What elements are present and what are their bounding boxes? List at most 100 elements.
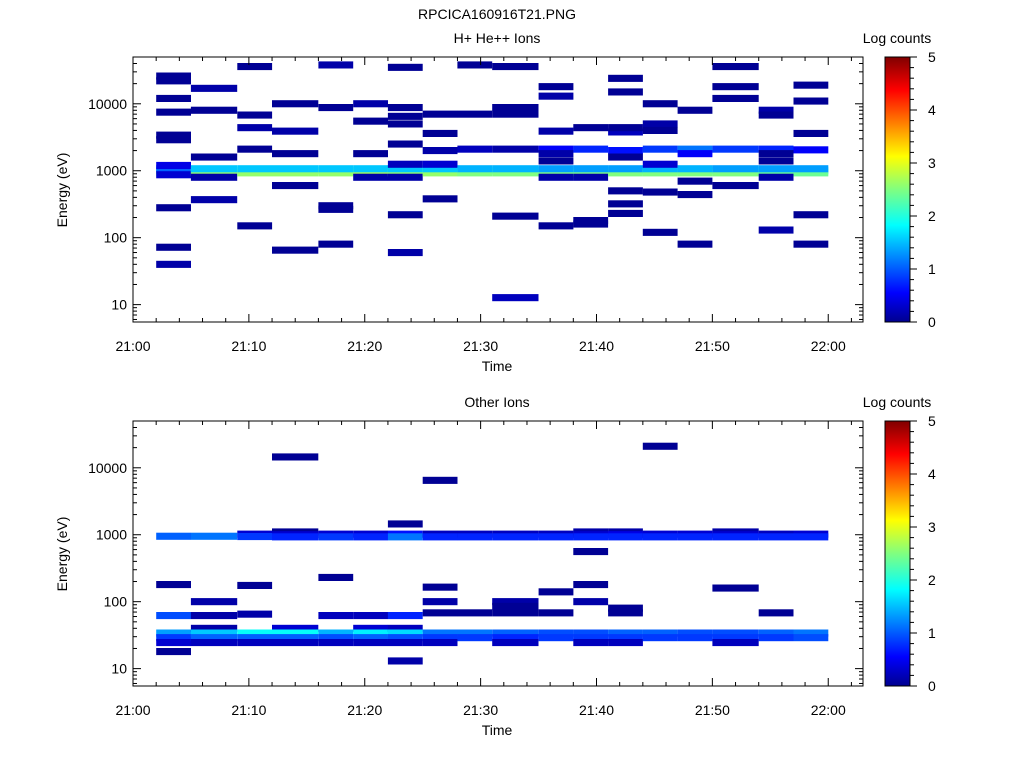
- panel-top-colorbar: [884, 56, 911, 323]
- heatmap-cell: [573, 169, 609, 177]
- heatmap-cell: [712, 639, 759, 647]
- heatmap-cell: [387, 520, 423, 528]
- heatmap-cell: [156, 639, 191, 647]
- heatmap-cell: [237, 145, 273, 153]
- heatmap-cell: [793, 634, 829, 642]
- heatmap-cell: [758, 629, 794, 637]
- heatmap-cell: [422, 629, 458, 637]
- heatmap-cell: [422, 533, 458, 541]
- heatmap-cell: [318, 612, 354, 620]
- heatmap-cell: [422, 169, 458, 177]
- heatmap-cell: [318, 165, 354, 173]
- heatmap-cell: [422, 195, 458, 203]
- heatmap-cell: [156, 161, 191, 169]
- heatmap-cell: [492, 634, 539, 642]
- heatmap-cell: [387, 112, 423, 120]
- heatmap-cell: [677, 177, 713, 185]
- heatmap-cell: [712, 182, 759, 190]
- heatmap-cell: [608, 209, 643, 217]
- heatmap-cell: [492, 110, 539, 118]
- y-tick-label: 1000: [96, 163, 127, 179]
- heatmap-cell: [573, 220, 609, 228]
- heatmap-cell: [608, 629, 643, 637]
- heatmap-cell: [538, 150, 574, 158]
- heatmap-cell: [573, 634, 609, 642]
- heatmap-cell: [353, 624, 388, 632]
- heatmap-cell: [272, 150, 319, 158]
- heatmap-cell: [492, 145, 539, 153]
- heatmap-cell: [422, 598, 458, 606]
- heatmap-cell: [492, 63, 539, 71]
- heatmap-cell: [538, 533, 574, 541]
- heatmap-cell: [573, 598, 609, 606]
- heatmap-cell: [353, 629, 388, 637]
- heatmap-cell: [573, 629, 609, 637]
- heatmap-cell: [272, 624, 319, 632]
- heatmap-cell: [712, 533, 759, 541]
- heatmap-cell: [712, 145, 759, 153]
- heatmap-cell: [793, 81, 829, 89]
- heatmap-cell: [793, 211, 829, 219]
- heatmap-cell: [387, 63, 423, 71]
- heatmap-cell: [608, 128, 643, 136]
- heatmap-cell: [318, 240, 354, 248]
- panel-bottom-title: Other Ions: [464, 394, 529, 410]
- heatmap-cell: [422, 583, 458, 591]
- heatmap-cell: [387, 657, 423, 665]
- heatmap-cell: [422, 129, 458, 137]
- heatmap-cell: [156, 171, 191, 179]
- heatmap-cell: [457, 609, 493, 617]
- heatmap-cell: [758, 169, 794, 177]
- heatmap-cell: [677, 629, 713, 637]
- heatmap-cell: [642, 120, 678, 128]
- heatmap-cell: [237, 629, 273, 637]
- heatmap-cell: [793, 129, 829, 137]
- heatmap-cell: [712, 634, 759, 642]
- heatmap-cell: [758, 533, 794, 541]
- heatmap-cell: [237, 610, 273, 618]
- heatmap-cell: [237, 169, 273, 177]
- heatmap-cell: [608, 169, 643, 177]
- heatmap-cell: [156, 204, 191, 212]
- x-tick-label: 21:40: [579, 338, 614, 354]
- heatmap-cell: [677, 106, 713, 114]
- heatmap-cell: [538, 173, 574, 181]
- colorbar-tick-label: 0: [928, 314, 936, 330]
- heatmap-cell: [156, 260, 191, 268]
- heatmap-cell: [272, 182, 319, 190]
- heatmap-cell: [573, 581, 609, 589]
- heatmap-cell: [712, 94, 759, 102]
- heatmap-cell: [272, 100, 319, 108]
- heatmap-cell: [237, 222, 273, 230]
- heatmap-cell: [353, 533, 388, 541]
- heatmap-cell: [758, 145, 794, 153]
- heatmap-cell: [457, 110, 493, 118]
- x-tick-label: 21:30: [463, 702, 498, 718]
- x-tick-label: 21:50: [695, 338, 730, 354]
- heatmap-cell: [190, 106, 238, 114]
- heatmap-cell: [353, 634, 388, 642]
- heatmap-cell: [538, 83, 574, 91]
- heatmap-cell: [156, 629, 191, 637]
- heatmap-cell: [538, 92, 574, 100]
- heatmap-cell: [573, 165, 609, 173]
- y-tick-label: 10000: [88, 96, 127, 112]
- heatmap-cell: [677, 169, 713, 177]
- heatmap-cell: [793, 165, 829, 173]
- heatmap-cell: [156, 77, 191, 85]
- heatmap-cell: [677, 634, 713, 642]
- heatmap-cell: [190, 173, 238, 181]
- panel-bottom-heatmap: [156, 442, 829, 665]
- heatmap-cell: [190, 196, 238, 204]
- heatmap-cell: [318, 169, 354, 177]
- heatmap-cell: [538, 634, 574, 642]
- heatmap-cell: [272, 165, 319, 173]
- heatmap-cell: [573, 145, 609, 153]
- x-tick-label: 21:20: [347, 338, 382, 354]
- heatmap-cell: [387, 624, 423, 632]
- heatmap-cell: [156, 108, 191, 116]
- heatmap-cell: [156, 131, 191, 139]
- heatmap-cell: [492, 639, 539, 647]
